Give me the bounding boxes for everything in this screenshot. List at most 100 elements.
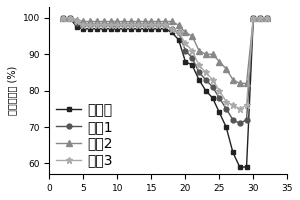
实例1: [231, 119, 235, 121]
实例3: [170, 28, 174, 30]
对比例: [231, 151, 235, 154]
对比例: [163, 28, 167, 30]
实例2: [204, 53, 208, 55]
对比例: [211, 97, 214, 99]
实例1: [109, 24, 112, 26]
实例1: [129, 24, 133, 26]
实例3: [116, 24, 119, 26]
实例2: [218, 60, 221, 63]
Line: 实例1: 实例1: [61, 15, 269, 126]
实例3: [238, 108, 242, 110]
实例2: [95, 20, 99, 23]
实例1: [136, 24, 140, 26]
实例3: [88, 24, 92, 26]
实例1: [265, 17, 269, 19]
实例3: [143, 24, 146, 26]
实例2: [109, 20, 112, 23]
实例2: [251, 17, 255, 19]
实例2: [197, 49, 201, 52]
Line: 实例2: 实例2: [60, 15, 270, 86]
实例2: [61, 17, 65, 19]
对比例: [95, 28, 99, 30]
对比例: [129, 28, 133, 30]
实例1: [177, 31, 180, 34]
实例2: [156, 20, 160, 23]
实例2: [177, 24, 180, 26]
实例1: [184, 49, 187, 52]
实例3: [177, 31, 180, 34]
实例3: [68, 17, 72, 19]
实例1: [251, 17, 255, 19]
实例2: [170, 20, 174, 23]
实例1: [258, 17, 262, 19]
实例3: [75, 20, 79, 23]
对比例: [122, 28, 126, 30]
实例3: [251, 17, 255, 19]
对比例: [136, 28, 140, 30]
实例3: [150, 24, 153, 26]
对比例: [75, 26, 79, 28]
对比例: [238, 166, 242, 168]
Line: 对比例: 对比例: [61, 15, 269, 169]
实例2: [122, 20, 126, 23]
实例1: [82, 24, 85, 26]
对比例: [177, 38, 180, 41]
实例2: [211, 53, 214, 55]
实例1: [211, 86, 214, 88]
实例1: [245, 119, 248, 121]
实例3: [122, 24, 126, 26]
实例3: [204, 71, 208, 74]
实例3: [197, 64, 201, 66]
实例3: [218, 89, 221, 92]
对比例: [61, 17, 65, 19]
对比例: [218, 111, 221, 114]
实例3: [245, 104, 248, 106]
对比例: [82, 28, 85, 30]
实例3: [129, 24, 133, 26]
Legend: 对比例, 实例1, 实例2, 实例3: 对比例, 实例1, 实例2, 实例3: [56, 103, 112, 167]
对比例: [251, 17, 255, 19]
对比例: [258, 17, 262, 19]
实例3: [136, 24, 140, 26]
实例1: [143, 24, 146, 26]
实例2: [184, 31, 187, 34]
实例2: [88, 20, 92, 23]
实例2: [258, 17, 262, 19]
实例2: [82, 20, 85, 23]
实例1: [190, 57, 194, 59]
实例3: [190, 49, 194, 52]
对比例: [143, 28, 146, 30]
对比例: [68, 17, 72, 19]
实例2: [129, 20, 133, 23]
实例1: [88, 24, 92, 26]
实例3: [102, 24, 106, 26]
实例1: [156, 24, 160, 26]
对比例: [170, 31, 174, 34]
实例1: [116, 24, 119, 26]
对比例: [156, 28, 160, 30]
对比例: [150, 28, 153, 30]
实例2: [143, 20, 146, 23]
实例3: [61, 17, 65, 19]
实例3: [163, 24, 167, 26]
实例3: [95, 24, 99, 26]
实例2: [68, 17, 72, 19]
实例2: [265, 17, 269, 19]
实例3: [211, 79, 214, 81]
对比例: [204, 89, 208, 92]
对比例: [224, 126, 228, 128]
实例2: [224, 68, 228, 70]
Y-axis label: 容量保持率 (%): 容量保持率 (%): [7, 66, 17, 115]
实例1: [204, 79, 208, 81]
实例2: [75, 18, 79, 21]
实例1: [95, 24, 99, 26]
实例2: [150, 20, 153, 23]
实例2: [231, 79, 235, 81]
对比例: [197, 79, 201, 81]
实例2: [136, 20, 140, 23]
实例3: [109, 24, 112, 26]
实例3: [231, 104, 235, 106]
Line: 实例3: 实例3: [60, 14, 270, 112]
实例3: [184, 42, 187, 45]
实例1: [68, 17, 72, 19]
